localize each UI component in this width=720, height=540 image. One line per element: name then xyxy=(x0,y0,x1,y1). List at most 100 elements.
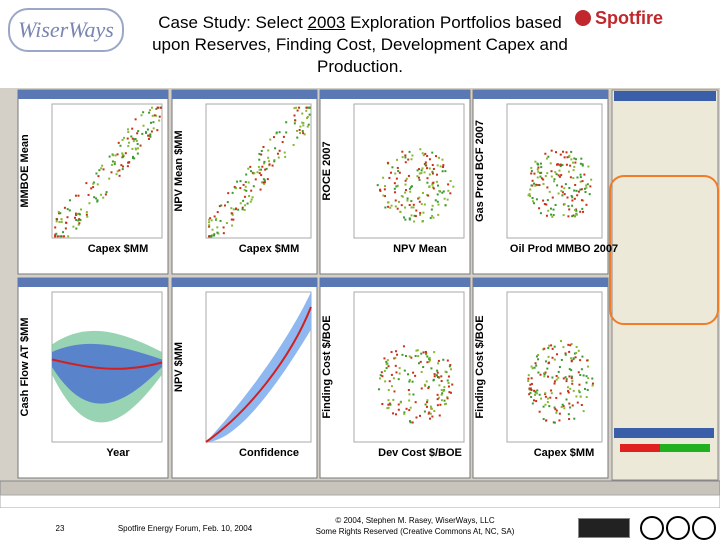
point xyxy=(559,163,562,166)
point xyxy=(392,398,395,401)
point xyxy=(278,131,281,134)
point xyxy=(431,172,434,175)
point xyxy=(410,200,413,203)
point xyxy=(540,397,543,400)
point xyxy=(277,156,280,159)
point xyxy=(392,377,395,380)
point xyxy=(582,374,585,377)
point xyxy=(121,153,124,156)
point xyxy=(420,172,423,175)
point xyxy=(586,388,589,391)
point xyxy=(268,163,271,166)
point xyxy=(536,176,539,179)
point xyxy=(237,208,240,211)
point xyxy=(547,362,550,365)
point xyxy=(571,161,574,164)
point xyxy=(394,191,397,194)
point xyxy=(565,380,568,383)
point xyxy=(439,165,442,168)
cc-icon xyxy=(692,516,716,540)
point xyxy=(253,172,256,175)
point xyxy=(399,210,402,213)
point xyxy=(431,164,434,167)
point xyxy=(126,137,129,140)
point xyxy=(536,355,539,358)
point xyxy=(576,401,579,404)
point xyxy=(546,199,549,202)
point xyxy=(394,199,397,202)
point xyxy=(527,379,530,382)
point xyxy=(235,207,238,210)
point xyxy=(591,384,594,387)
point xyxy=(390,171,393,174)
details-bar xyxy=(0,494,720,508)
point xyxy=(556,184,559,187)
point xyxy=(244,185,247,188)
point xyxy=(449,192,452,195)
point xyxy=(74,194,77,197)
legend-swatch xyxy=(660,444,710,452)
plot-area xyxy=(51,103,163,239)
point xyxy=(260,153,263,156)
point xyxy=(136,142,139,145)
point xyxy=(428,167,431,170)
point xyxy=(587,377,590,380)
point xyxy=(558,169,561,172)
point xyxy=(423,203,426,206)
point xyxy=(447,385,450,388)
point xyxy=(552,208,555,211)
point xyxy=(438,376,441,379)
point xyxy=(571,215,574,218)
point xyxy=(568,350,571,353)
point xyxy=(432,181,435,184)
point xyxy=(398,367,401,370)
point xyxy=(560,358,563,361)
point xyxy=(435,374,438,377)
point xyxy=(408,378,411,381)
point xyxy=(530,166,533,169)
point xyxy=(98,169,101,172)
point xyxy=(531,367,534,370)
point xyxy=(390,351,393,354)
point xyxy=(378,388,381,391)
point xyxy=(440,380,443,383)
point xyxy=(404,156,407,159)
point xyxy=(108,177,111,180)
point-cloud xyxy=(376,148,455,223)
point xyxy=(402,345,405,348)
point xyxy=(302,132,305,135)
point xyxy=(436,393,439,396)
point xyxy=(121,156,124,159)
point xyxy=(432,167,435,170)
point xyxy=(130,135,133,138)
point xyxy=(431,151,434,154)
x-axis-label: Capex $MM xyxy=(88,243,149,255)
point xyxy=(381,402,384,405)
point xyxy=(124,152,127,155)
point xyxy=(538,410,541,413)
point xyxy=(284,155,287,158)
point xyxy=(567,215,570,218)
point xyxy=(211,228,214,231)
point xyxy=(544,371,547,374)
plot-titlebar xyxy=(172,90,317,99)
point xyxy=(258,172,261,175)
point xyxy=(296,109,299,112)
point xyxy=(385,367,388,370)
point xyxy=(384,195,387,198)
point xyxy=(386,407,389,410)
point xyxy=(585,375,588,378)
logo-wiserways: WiserWays xyxy=(8,8,124,52)
point xyxy=(561,164,564,167)
point xyxy=(571,380,574,383)
point xyxy=(275,131,278,134)
point xyxy=(441,170,444,173)
x-axis-label: Dev Cost $/BOE xyxy=(378,447,462,459)
point xyxy=(568,155,571,158)
point xyxy=(557,174,560,177)
point xyxy=(554,203,557,206)
point xyxy=(426,167,429,170)
point xyxy=(574,161,577,164)
point xyxy=(570,357,573,360)
